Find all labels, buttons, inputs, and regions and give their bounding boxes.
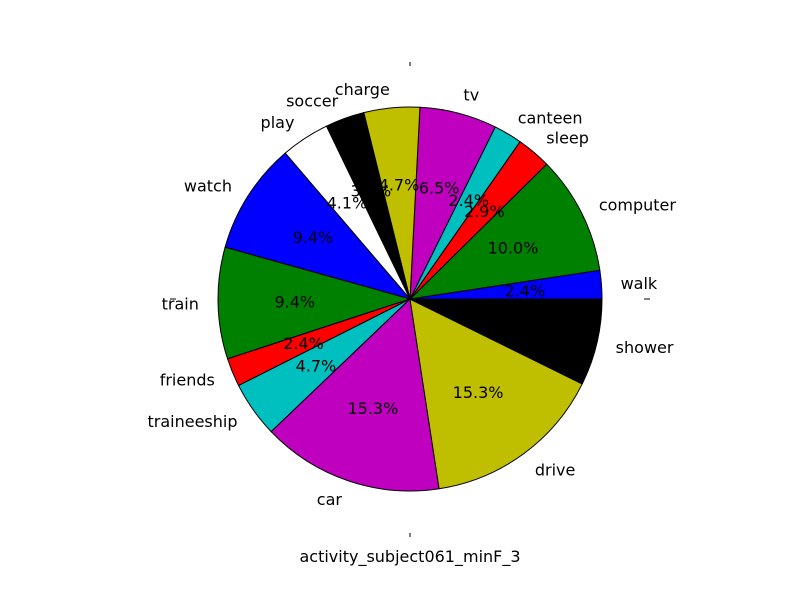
pie-slice-computer bbox=[408, 163, 601, 300]
slice-percent-watch: 9.4% bbox=[293, 228, 334, 247]
slice-label-soccer: soccer bbox=[286, 91, 339, 110]
slice-label-drive: drive bbox=[535, 460, 576, 479]
slice-label-walk: walk bbox=[621, 274, 658, 293]
slice-label-tv: tv bbox=[463, 86, 479, 105]
x-axis-label: activity_subject061_minF_3 bbox=[299, 547, 520, 567]
slice-label-canteen: canteen bbox=[518, 108, 583, 127]
slice-percent-drive: 15.3% bbox=[453, 383, 504, 402]
slice-percent-train: 9.4% bbox=[274, 293, 315, 312]
pie-slice-drive bbox=[409, 298, 583, 490]
slice-label-watch: watch bbox=[184, 176, 232, 195]
pie-slice-shower bbox=[409, 298, 603, 385]
slice-label-sleep: sleep bbox=[546, 129, 589, 148]
pie-slices bbox=[217, 106, 603, 492]
slice-percent-soccer: 3.3% bbox=[351, 182, 392, 201]
slice-percent-sleep: 2.9% bbox=[464, 202, 505, 221]
slice-label-train: train bbox=[162, 295, 199, 314]
slice-percent-computer: 10.0% bbox=[488, 238, 539, 257]
slice-label-charge: charge bbox=[335, 80, 390, 99]
slice-label-shower: shower bbox=[616, 338, 674, 357]
slice-percent-friends: 2.4% bbox=[283, 334, 324, 353]
pie-slice-watch bbox=[224, 152, 412, 300]
slice-label-traineeship: traineeship bbox=[147, 412, 237, 431]
slice-label-computer: computer bbox=[599, 195, 677, 214]
slice-percent-car: 15.3% bbox=[347, 399, 398, 418]
slice-percent-tv: 6.5% bbox=[419, 179, 460, 198]
slice-label-play: play bbox=[261, 113, 295, 132]
slice-label-car: car bbox=[317, 490, 343, 509]
slice-percent-charge: 4.7% bbox=[379, 175, 420, 194]
pie-percent-labels: 2.4%10.0%2.9%2.4%6.5%4.7%3.3%4.1%9.4%9.4… bbox=[274, 175, 545, 418]
slice-percent-shower: 7.3% bbox=[502, 316, 543, 335]
pie-slice-train bbox=[217, 246, 412, 360]
pie-slice-car bbox=[270, 297, 440, 492]
slice-percent-traineeship: 4.7% bbox=[296, 356, 337, 375]
slice-percent-walk: 2.4% bbox=[505, 281, 546, 300]
slice-percent-play: 4.1% bbox=[327, 194, 368, 213]
slice-label-friends: friends bbox=[160, 371, 215, 390]
slice-percent-canteen: 2.4% bbox=[448, 191, 489, 210]
